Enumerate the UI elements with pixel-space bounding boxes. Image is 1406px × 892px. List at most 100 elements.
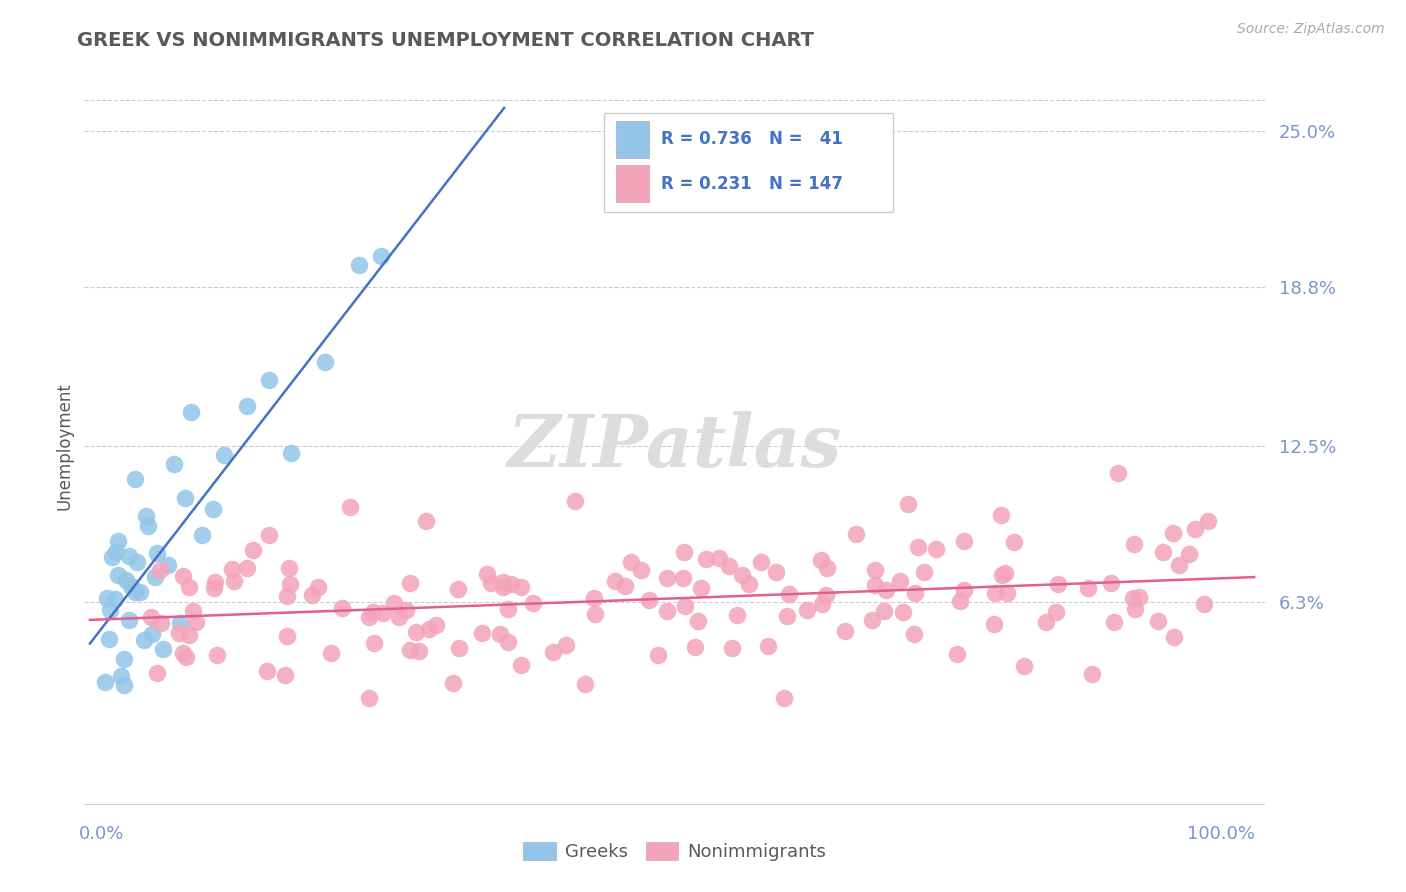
Point	[815, 560, 838, 574]
Point	[1168, 558, 1191, 572]
Point	[110, 669, 132, 683]
Point	[388, 610, 411, 624]
Point	[945, 647, 967, 661]
Point	[277, 560, 299, 574]
Point	[373, 606, 395, 620]
Point	[672, 571, 695, 585]
Point	[222, 574, 245, 589]
Point	[990, 508, 1012, 522]
Point	[810, 553, 832, 567]
Point	[725, 607, 748, 622]
Point	[256, 664, 278, 678]
Point	[101, 549, 124, 564]
Point	[875, 582, 897, 597]
Point	[169, 615, 191, 630]
Point	[845, 527, 868, 541]
Point	[953, 533, 976, 548]
Point	[447, 582, 470, 597]
Point	[425, 618, 447, 632]
Point	[124, 584, 146, 599]
Point	[773, 691, 796, 706]
Point	[990, 568, 1012, 582]
Point	[347, 258, 370, 272]
Point	[720, 641, 742, 656]
Legend: Greeks, Nonimmigrants: Greeks, Nonimmigrants	[516, 835, 834, 869]
Point	[172, 568, 194, 582]
Point	[655, 604, 678, 618]
Point	[1102, 615, 1125, 629]
Point	[1123, 537, 1146, 551]
Text: GREEK VS NONIMMIGRANTS UNEMPLOYMENT CORRELATION CHART: GREEK VS NONIMMIGRANTS UNEMPLOYMENT CORR…	[77, 31, 814, 50]
Point	[983, 617, 1005, 632]
Point	[672, 545, 695, 559]
Point	[112, 678, 135, 692]
Point	[143, 570, 166, 584]
Point	[120, 579, 142, 593]
Point	[112, 652, 135, 666]
Point	[765, 565, 787, 579]
Point	[1178, 547, 1201, 561]
Point	[924, 541, 946, 556]
Point	[717, 559, 740, 574]
Point	[738, 577, 761, 591]
Point	[574, 677, 596, 691]
Point	[135, 509, 157, 524]
Point	[418, 622, 440, 636]
Point	[399, 643, 422, 657]
Point	[685, 640, 707, 654]
Point	[903, 627, 925, 641]
Point	[1147, 614, 1170, 628]
Point	[363, 636, 385, 650]
Point	[994, 566, 1017, 580]
Point	[1107, 467, 1129, 481]
Point	[98, 602, 121, 616]
Point	[405, 625, 427, 640]
Point	[384, 596, 406, 610]
Point	[756, 640, 779, 654]
Point	[141, 627, 163, 641]
Point	[257, 373, 280, 387]
Point	[1077, 581, 1099, 595]
Point	[1081, 667, 1104, 681]
Text: R = 0.736   N =   41: R = 0.736 N = 41	[661, 130, 842, 148]
Point	[1045, 605, 1067, 619]
Point	[555, 638, 578, 652]
Point	[93, 675, 115, 690]
Point	[152, 641, 174, 656]
Point	[395, 603, 418, 617]
Point	[415, 514, 437, 528]
Point	[399, 575, 422, 590]
FancyBboxPatch shape	[605, 113, 893, 212]
Point	[522, 596, 544, 610]
Point	[949, 594, 972, 608]
Point	[891, 605, 914, 619]
Point	[953, 583, 976, 598]
Point	[889, 574, 911, 588]
Point	[202, 581, 225, 595]
Point	[695, 552, 717, 566]
Point	[471, 625, 494, 640]
Point	[146, 546, 169, 560]
Point	[709, 550, 731, 565]
Point	[172, 646, 194, 660]
Point	[104, 544, 127, 558]
Point	[132, 633, 155, 648]
Point	[907, 541, 929, 555]
Point	[630, 563, 652, 577]
Point	[103, 591, 125, 606]
Point	[359, 610, 381, 624]
Point	[564, 493, 586, 508]
Y-axis label: Unemployment: Unemployment	[55, 382, 73, 510]
Point	[174, 491, 197, 505]
Point	[873, 604, 896, 618]
Point	[235, 399, 257, 413]
Point	[114, 574, 136, 588]
Point	[479, 575, 502, 590]
Point	[107, 568, 129, 582]
Point	[582, 591, 605, 605]
Point	[776, 609, 799, 624]
Point	[543, 645, 565, 659]
Point	[655, 571, 678, 585]
Point	[984, 586, 1007, 600]
Point	[904, 586, 927, 600]
